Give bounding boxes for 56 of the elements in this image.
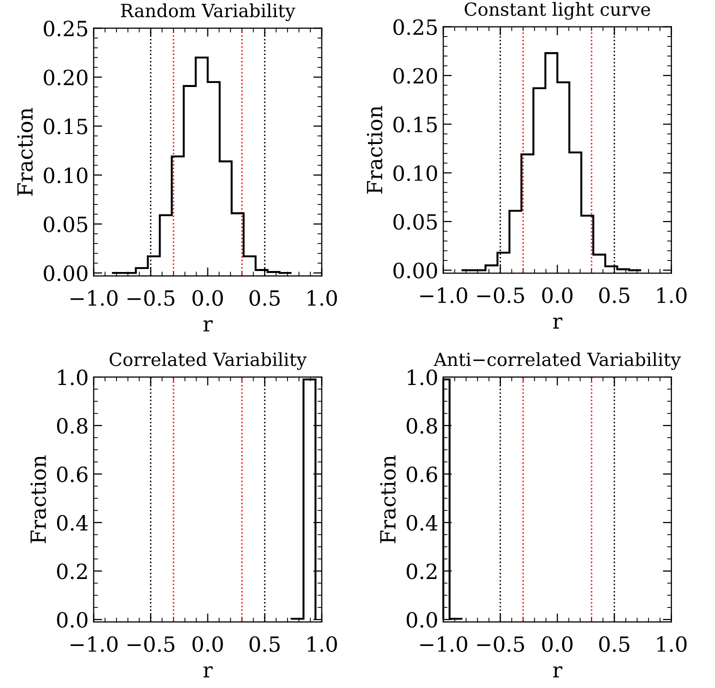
- y-tick-label: 0.10: [44, 168, 88, 184]
- x-tick-label: −1.0: [70, 290, 118, 306]
- chart-title: Correlated Variability: [110, 352, 307, 370]
- y-tick-label: 0.6: [57, 466, 88, 482]
- y-axis-title: Fraction: [366, 106, 382, 194]
- y-tick-label: 1.0: [58, 369, 88, 386]
- y-tick-label: 0.4: [57, 514, 88, 531]
- x-tick-label: 1.0: [657, 636, 687, 652]
- y-tick-label: 0.15: [44, 118, 88, 134]
- x-tick-label: 1.0: [308, 290, 337, 306]
- x-tick-label: −0.5: [477, 287, 524, 304]
- x-tick-label: 0.5: [599, 287, 630, 304]
- y-tick-label: 0.05: [44, 216, 88, 232]
- x-tick-label: 0.5: [250, 290, 280, 306]
- x-tick-label: −0.5: [128, 290, 174, 306]
- x-tick-label: 0.0: [542, 287, 573, 304]
- y-tick-label: 0.00: [44, 265, 88, 282]
- chart-title: Random Variability: [121, 3, 296, 22]
- y-tick-label: 1.0: [408, 369, 438, 386]
- y-axis-title: Fraction: [380, 455, 396, 544]
- x-axis-title: r: [553, 666, 562, 678]
- x-axis-title: r: [553, 317, 562, 329]
- y-tick-label: 0.00: [393, 262, 438, 278]
- y-tick-label: 0.8: [406, 418, 438, 434]
- x-tick-label: −0.5: [477, 636, 524, 652]
- y-tick-label: 0.8: [57, 418, 88, 434]
- y-tick-label: 0.2: [406, 563, 436, 580]
- x-axis-title: r: [203, 666, 213, 678]
- y-tick-label: 0.05: [393, 214, 437, 230]
- y-axis-title: Fraction: [17, 108, 33, 196]
- x-tick-label: −0.5: [128, 636, 174, 652]
- x-tick-label: −1.0: [420, 287, 468, 304]
- x-tick-label: 1.0: [657, 287, 687, 304]
- x-tick-label: 0.0: [542, 636, 573, 652]
- y-tick-label: 0.2: [57, 563, 87, 580]
- y-axis-title: Fraction: [30, 455, 46, 544]
- x-tick-label: −1.0: [70, 636, 118, 652]
- y-tick-label: 0.15: [393, 116, 437, 132]
- y-tick-label: 0.4: [406, 514, 438, 531]
- y-tick-label: 0.25: [393, 19, 437, 36]
- y-tick-label: 0.0: [406, 612, 438, 628]
- y-tick-label: 0.10: [393, 165, 438, 182]
- x-tick-label: 1.0: [308, 636, 337, 652]
- x-tick-label: −1.0: [420, 636, 468, 652]
- y-tick-label: 0.20: [44, 70, 88, 86]
- chart-title: Anti−correlated Variability: [434, 352, 681, 370]
- y-tick-label: 0.0: [57, 612, 88, 628]
- x-tick-label: 0.0: [192, 636, 223, 652]
- x-tick-label: 0.5: [599, 636, 630, 652]
- y-tick-label: 0.6: [406, 466, 438, 482]
- x-tick-label: 0.5: [250, 636, 280, 652]
- x-axis-title: r: [203, 320, 213, 332]
- chart-title: Constant light curve: [464, 2, 650, 20]
- y-tick-label: 0.20: [393, 68, 438, 84]
- y-tick-label: 0.25: [44, 20, 88, 36]
- x-tick-label: 0.0: [192, 290, 223, 306]
